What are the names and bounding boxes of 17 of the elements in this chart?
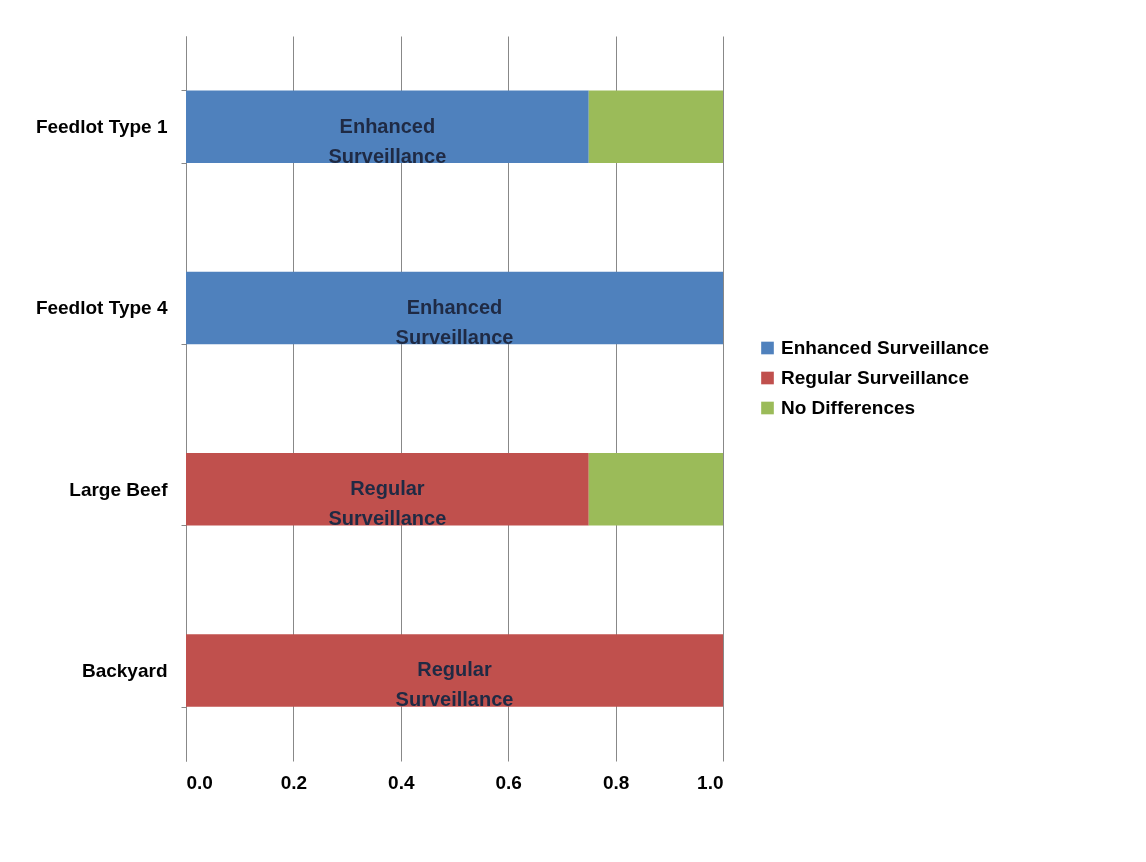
annotation: Regular Surveillance <box>328 477 447 530</box>
y-tick-label: Backyard <box>81 659 168 681</box>
x-tick-label: 0.8 <box>602 771 630 793</box>
annotation: Regular Surveillance <box>395 658 514 711</box>
legend-label: Enhanced Surveillance <box>781 337 990 358</box>
x-tick-label: 1.0 <box>697 771 724 793</box>
y-tick-label: Feedlot Type 4 <box>35 297 168 319</box>
legend-label: No Differences <box>781 397 916 418</box>
y-tick-label: Large Beef <box>69 478 169 500</box>
x-tick-label: 0.0 <box>186 771 213 793</box>
annotation: Enhanced Surveillance <box>395 295 514 348</box>
x-tick-label: 0.2 <box>280 771 308 793</box>
y-tick-label: Feedlot Type 1 <box>35 116 168 138</box>
x-tick-label: 0.6 <box>495 771 522 793</box>
x-tick-label: 0.4 <box>388 771 415 793</box>
annotation: Enhanced Surveillance <box>328 114 447 167</box>
legend-label: Regular Surveillance <box>781 367 969 388</box>
